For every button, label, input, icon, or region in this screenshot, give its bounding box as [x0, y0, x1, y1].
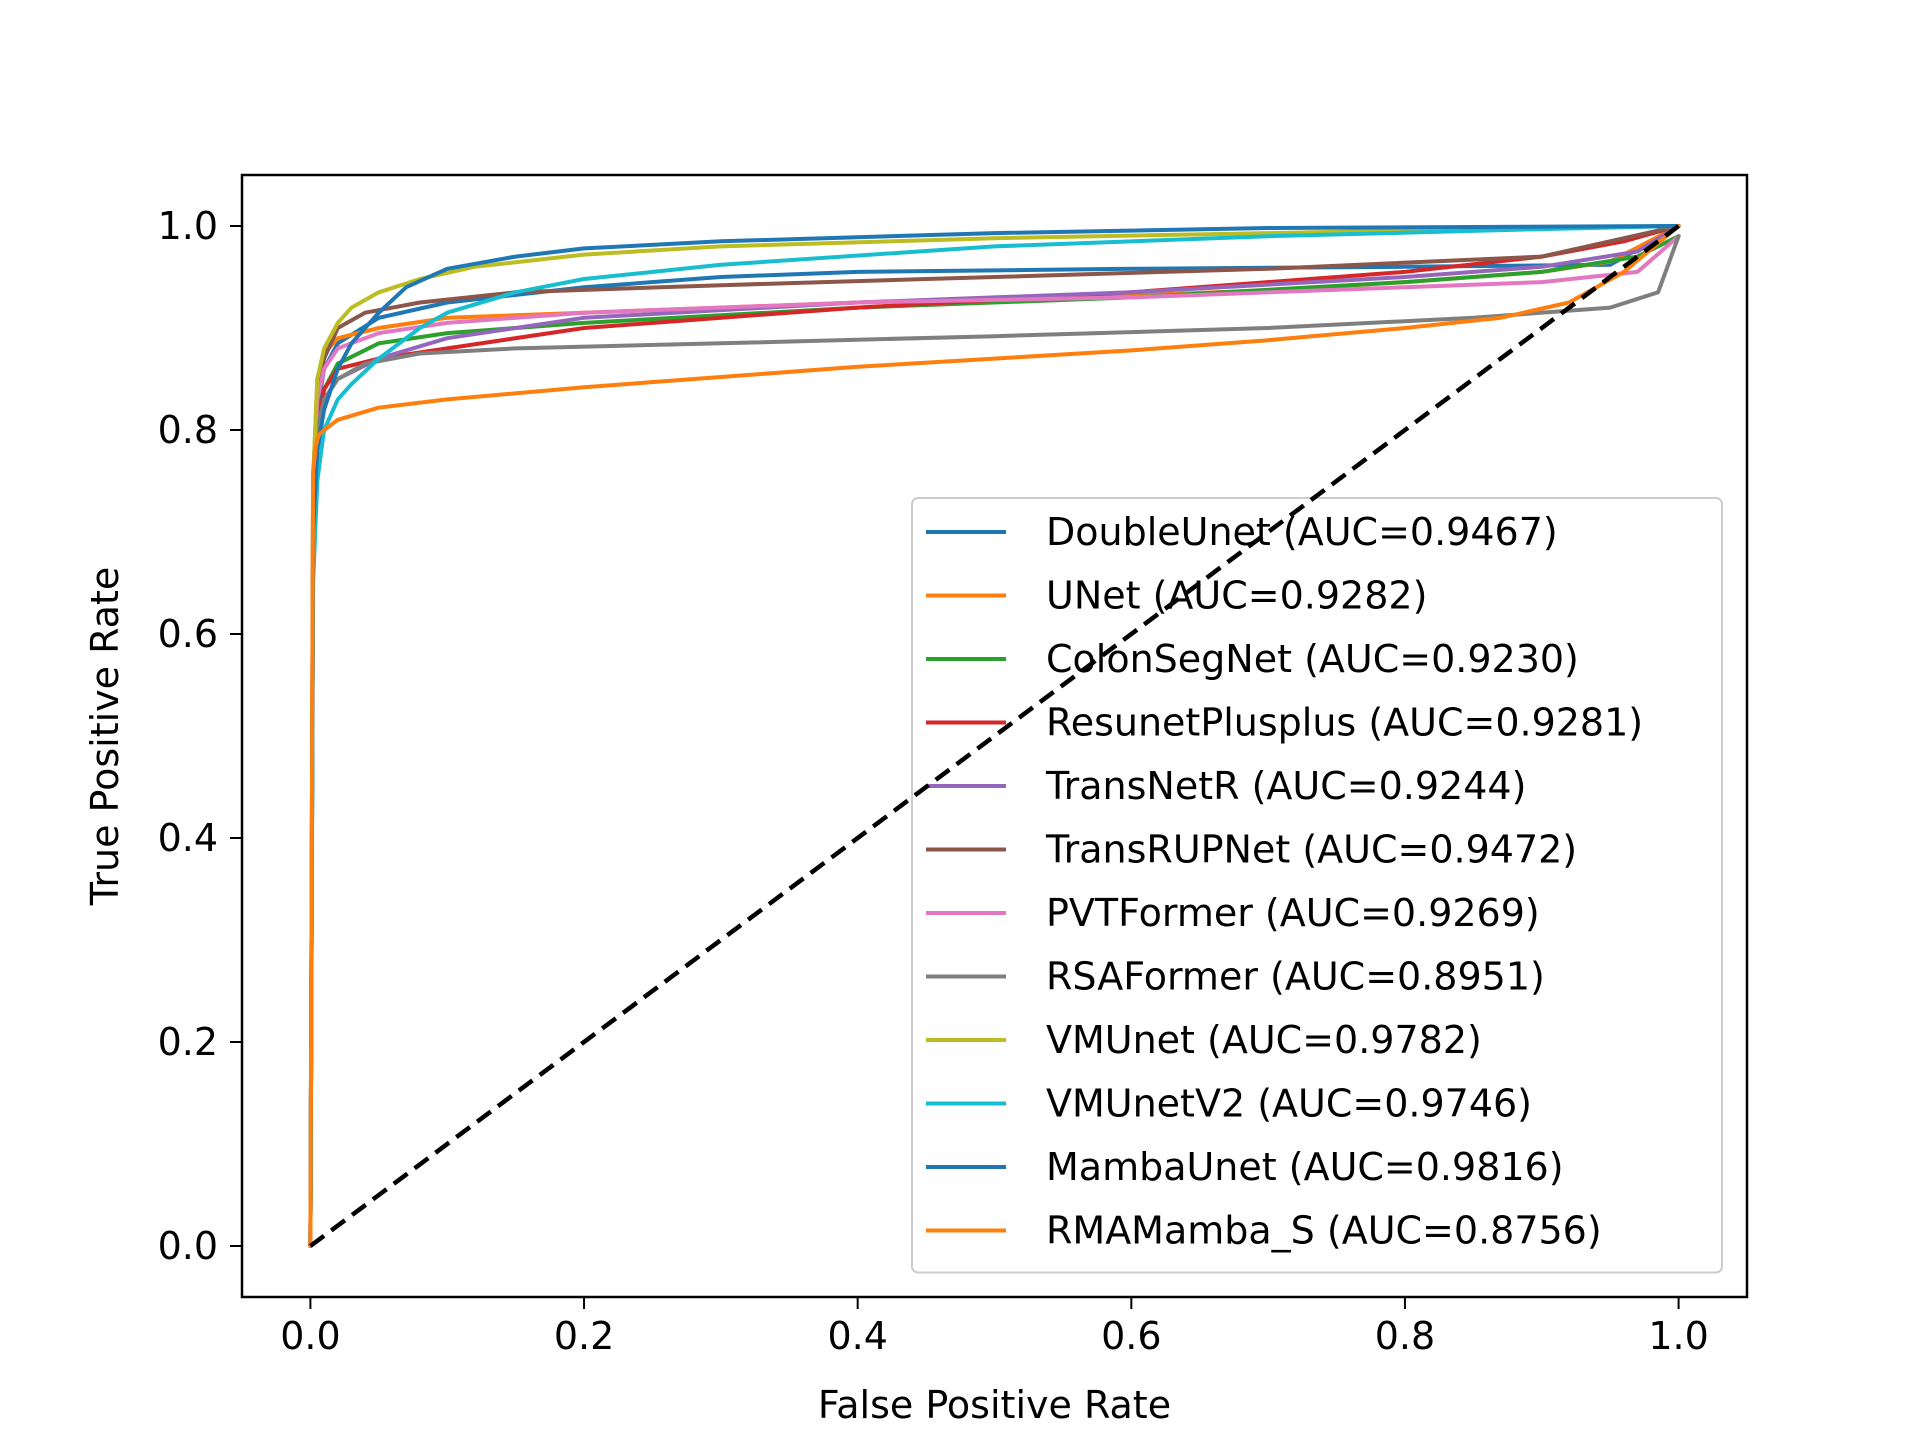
x-tick-label: 0.2 — [554, 1314, 614, 1358]
x-axis-label: False Positive Rate — [818, 1383, 1171, 1427]
y-tick-label: 0.6 — [158, 612, 218, 656]
legend-label-6: PVTFormer (AUC=0.9269) — [1046, 891, 1540, 935]
legend-label-11: RMAMamba_S (AUC=0.8756) — [1046, 1209, 1602, 1253]
legend-label-3: ResunetPlusplus (AUC=0.9281) — [1046, 701, 1643, 745]
legend-label-1: UNet (AUC=0.9282) — [1046, 574, 1427, 618]
x-tick-label: 0.8 — [1375, 1314, 1435, 1358]
legend-label-7: RSAFormer (AUC=0.8951) — [1046, 955, 1545, 999]
series-line-11 — [308, 224, 1681, 1248]
legend-label-9: VMUnetV2 (AUC=0.9746) — [1046, 1082, 1532, 1126]
x-tick-label: 0.6 — [1101, 1314, 1161, 1358]
series-lines — [308, 224, 1681, 1248]
plot-frame — [240, 173, 1749, 1299]
y-tick-label: 0.2 — [158, 1020, 218, 1064]
x-tick-label: 0.4 — [827, 1314, 887, 1358]
axis-ticks: 0.0 0.2 0.4 0.6 0.8 1.0 0.0 0.2 0.4 0.6 0.8 1.0 — [158, 204, 1709, 1358]
legend-label-0: DoubleUnet (AUC=0.9467) — [1046, 510, 1558, 554]
y-tick-label: 0.0 — [158, 1224, 218, 1268]
x-tick-label: 0.0 — [280, 1314, 340, 1358]
y-axis-label: True Positive Rate — [83, 567, 127, 907]
legend-label-8: VMUnet (AUC=0.9782) — [1046, 1018, 1482, 1062]
legend: DoubleUnet (AUC=0.9467) UNet (AUC=0.9282)… — [911, 497, 1723, 1274]
series-line-9 — [308, 224, 1681, 1248]
x-tick-label: 1.0 — [1648, 1314, 1708, 1358]
y-tick-label: 0.4 — [158, 816, 218, 860]
legend-label-5: TransRUPNet (AUC=0.9472) — [1045, 828, 1577, 872]
y-tick-label: 0.8 — [158, 408, 218, 452]
legend-label-2: ColonSegNet (AUC=0.9230) — [1046, 637, 1579, 681]
legend-label-4: TransNetR (AUC=0.9244) — [1045, 764, 1526, 808]
y-tick-label: 1.0 — [158, 204, 218, 248]
legend-label-10: MambaUnet (AUC=0.9816) — [1046, 1145, 1564, 1189]
